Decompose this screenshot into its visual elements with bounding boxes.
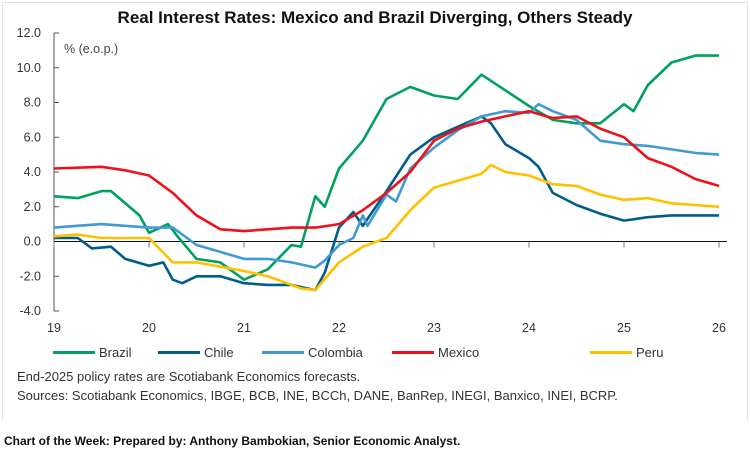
- x-tick-label: 25: [617, 321, 631, 335]
- legend: Brazil Chile Colombia Mexico Peru: [0, 345, 750, 363]
- y-axis-unit-label: % (e.o.p.): [64, 42, 119, 56]
- legend-item-chile: Chile: [158, 345, 234, 360]
- x-tick-label: 22: [332, 321, 346, 335]
- legend-item-peru: Peru: [590, 345, 663, 360]
- legend-item-mexico: Mexico: [392, 345, 479, 360]
- x-tick-label: 19: [47, 321, 61, 335]
- series-line-colombia: [53, 102, 720, 269]
- y-tick-label: 12.0: [17, 26, 41, 40]
- x-tick-label: 26: [712, 321, 726, 335]
- chart-frame: [2, 2, 748, 421]
- line-chart: 12.0 10.0 8.0 6.0 4.0 2.0 0.0 -2.0 -4.0 19 20 21 22 2…: [17, 26, 727, 335]
- x-tick-label: 24: [522, 321, 536, 335]
- y-tick-label: 0.0: [24, 235, 41, 249]
- legend-swatch: [53, 351, 95, 354]
- sources-note: Sources: Scotiabank Economics, IBGE, BCB…: [17, 388, 618, 403]
- legend-swatch: [590, 351, 632, 354]
- series-line-mexico: [53, 109, 720, 233]
- series-line-peru: [53, 163, 720, 292]
- legend-label: Mexico: [438, 345, 480, 360]
- series-line-brazil: [53, 54, 719, 282]
- legend-label: Chile: [204, 345, 234, 360]
- x-tick-label: 23: [427, 321, 441, 335]
- y-tick-label: 2.0: [24, 200, 41, 214]
- legend-swatch: [158, 351, 200, 354]
- y-tick-label: 8.0: [24, 96, 41, 110]
- forecast-note: End-2025 policy rates are Scotiabank Eco…: [17, 369, 361, 384]
- legend-label: Brazil: [99, 345, 132, 360]
- footer-credit: Chart of the Week: Prepared by: Anthony …: [4, 434, 461, 448]
- series-line-chile: [54, 115, 719, 292]
- legend-item-colombia: Colombia: [262, 345, 363, 360]
- y-tick-label: -2.0: [19, 269, 41, 283]
- y-tick-label: 6.0: [24, 130, 41, 144]
- legend-label: Colombia: [308, 345, 363, 360]
- chart-title: Real Interest Rates: Mexico and Brazil D…: [117, 8, 633, 27]
- y-tick-label: 10.0: [17, 61, 41, 75]
- y-tick-label: 4.0: [24, 165, 41, 179]
- x-tick-label: 20: [142, 321, 156, 335]
- legend-label: Peru: [636, 345, 664, 360]
- x-tick-label: 21: [237, 321, 251, 335]
- legend-swatch: [262, 351, 304, 354]
- legend-swatch: [392, 351, 434, 354]
- legend-item-brazil: Brazil: [53, 345, 132, 360]
- y-tick-label: -4.0: [19, 304, 41, 318]
